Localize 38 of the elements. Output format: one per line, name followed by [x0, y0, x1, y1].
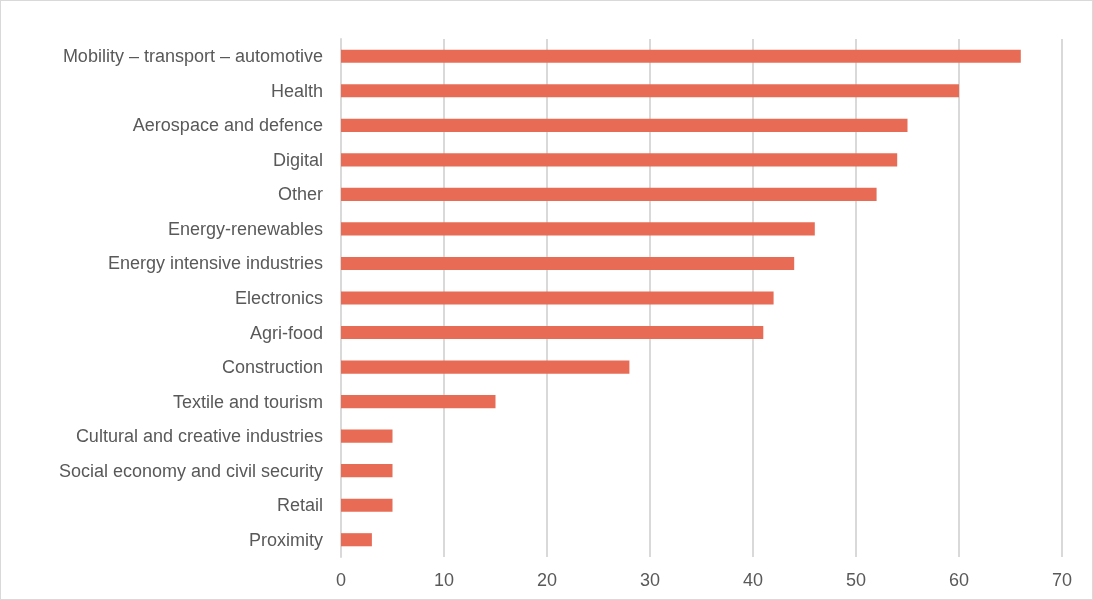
bar [341, 325, 764, 340]
bar [341, 464, 393, 478]
x-tick-label: 0 [335, 570, 347, 590]
y-tick-label: Textile and tourism [172, 391, 323, 412]
bar [341, 256, 795, 271]
y-tick-label: Agri-food [249, 322, 323, 343]
bar [341, 84, 959, 98]
x-tick-label: 10 [433, 570, 455, 590]
y-tick-label: Mobility – transport – automotive [62, 46, 323, 67]
y-tick-label: Digital [272, 149, 323, 170]
bar [341, 533, 372, 547]
x-tick-label: 20 [536, 570, 558, 590]
x-tick-label: 30 [639, 570, 661, 590]
x-tick-label: 60 [948, 570, 970, 590]
bar [341, 360, 630, 374]
bar [341, 429, 393, 443]
x-tick-label: 40 [742, 570, 764, 590]
y-tick-label: Other [277, 184, 323, 205]
bar [341, 395, 496, 409]
y-tick-label: Electronics [234, 288, 323, 308]
y-tick-label: Energy intensive industries [107, 253, 323, 274]
bar [341, 498, 393, 512]
bar [341, 222, 815, 236]
bar [341, 49, 1021, 63]
y-tick-label: Health [270, 80, 323, 101]
bar [341, 291, 774, 305]
y-tick-label: Construction [221, 357, 323, 378]
y-tick-label: Aerospace and defence [132, 115, 323, 136]
y-tick-label: Energy-renewables [167, 218, 323, 239]
bar [341, 187, 877, 201]
y-tick-label: Social economy and civil security [58, 460, 323, 481]
bar [341, 118, 908, 132]
x-tick-label: 70 [1051, 570, 1073, 590]
y-tick-label: Proximity [248, 529, 323, 550]
x-tick-label: 50 [845, 570, 867, 590]
y-tick-label: Cultural and creative industries [75, 426, 323, 447]
y-tick-label: Retail [276, 495, 323, 516]
bar [341, 153, 898, 167]
